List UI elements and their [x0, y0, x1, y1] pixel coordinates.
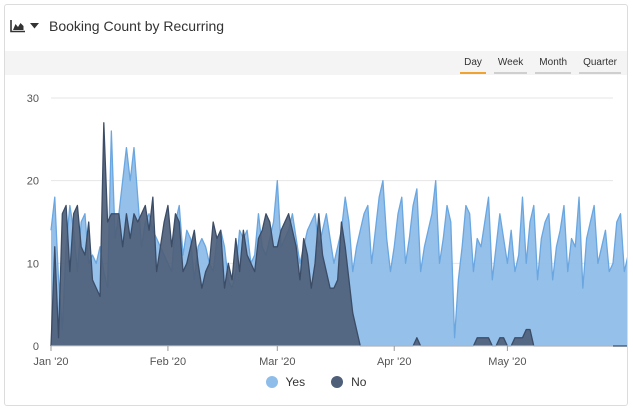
- area-chart-icon: [10, 19, 26, 33]
- x-tick-label: Mar '20: [259, 356, 295, 368]
- chart-header: Booking Count by Recurring: [5, 5, 627, 47]
- y-tick-label: 30: [27, 93, 39, 105]
- legend-label: Yes: [285, 375, 306, 389]
- chart-type-dropdown[interactable]: [10, 19, 39, 33]
- x-tick-label: Feb '20: [150, 356, 186, 368]
- area-chart: 0 10 20 30 Jan '20 Feb '20 Mar '20 Apr '20 May '…: [27, 93, 627, 368]
- legend-item-no[interactable]: No: [331, 375, 366, 389]
- range-toolbar: Day Week Month Quarter: [5, 51, 627, 75]
- y-tick-label: 10: [27, 258, 39, 270]
- legend-swatch: [331, 376, 344, 388]
- y-tick-label: 20: [27, 176, 39, 188]
- legend-swatch: [265, 376, 278, 388]
- tab-month[interactable]: Month: [535, 55, 572, 74]
- chart-legend: Yes No: [5, 375, 627, 389]
- tab-day[interactable]: Day: [460, 55, 486, 74]
- legend-label: No: [351, 375, 367, 389]
- chart-title: Booking Count by Recurring: [49, 18, 225, 34]
- caret-down-icon: [30, 23, 39, 29]
- tab-quarter[interactable]: Quarter: [579, 55, 621, 74]
- x-tick-label: Apr '20: [377, 356, 412, 368]
- chart-card: Booking Count by Recurring Day Week Month Q…: [4, 4, 628, 406]
- tab-week[interactable]: Week: [493, 55, 528, 74]
- range-tabs: Day Week Month Quarter: [460, 55, 621, 74]
- series-area-no: [51, 122, 627, 346]
- y-tick-label: 0: [33, 341, 39, 353]
- x-tick-label: May '20: [488, 356, 526, 368]
- x-tick-label: Jan '20: [33, 356, 68, 368]
- legend-item-yes[interactable]: Yes: [265, 375, 306, 389]
